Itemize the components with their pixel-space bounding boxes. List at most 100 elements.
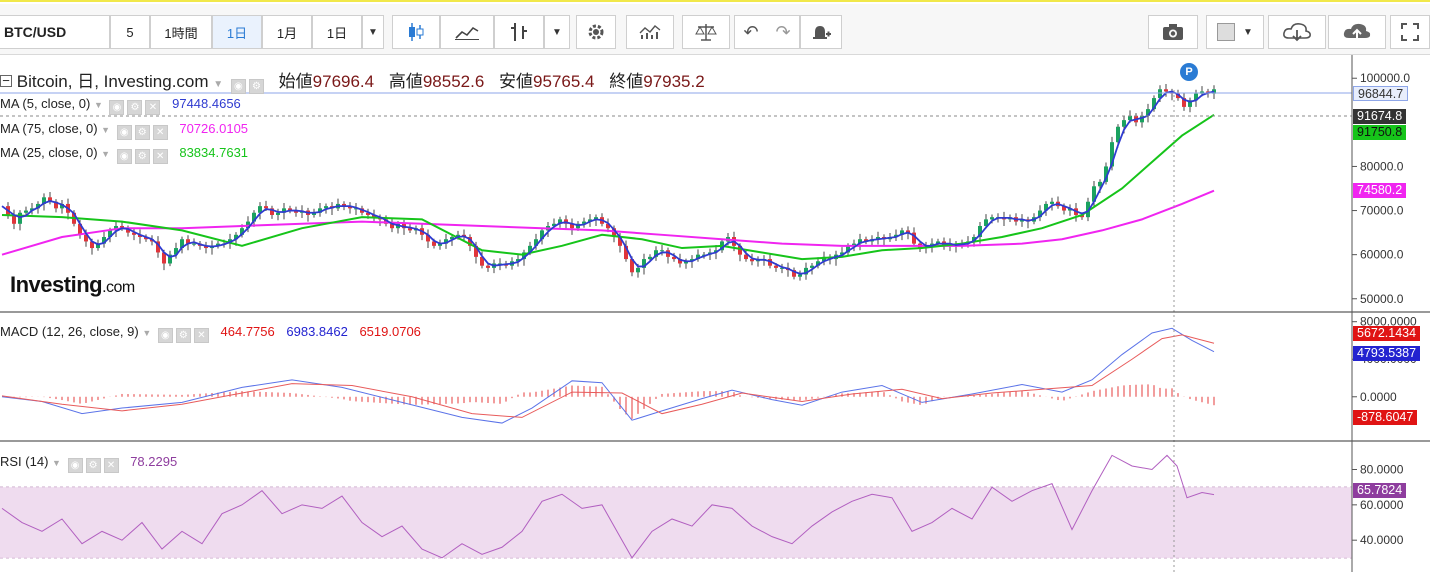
candle-body <box>1182 98 1186 107</box>
candle-body <box>108 230 112 238</box>
ma5-legend: MA (5, close, 0) ▼ ◉ ⚙ ✕ 97448.4656 <box>0 96 241 115</box>
eye-icon[interactable]: ◉ <box>67 458 83 473</box>
chevron-down-icon[interactable]: ▼ <box>101 125 111 135</box>
line-style-button[interactable] <box>440 15 494 49</box>
low-label: 安値 <box>499 72 534 91</box>
gear-icon[interactable]: ⚙ <box>175 328 191 343</box>
investing-logo: Investing.com <box>10 272 135 298</box>
gear-icon[interactable]: ⚙ <box>127 100 143 115</box>
compare-button[interactable] <box>682 15 730 49</box>
candle-body <box>1086 201 1090 218</box>
layout-button[interactable]: ▼ <box>1206 15 1264 49</box>
eye-icon[interactable]: ◉ <box>157 328 173 343</box>
interval-dropdown-button[interactable]: ▼ <box>362 15 384 49</box>
chevron-down-icon: ▼ <box>368 26 378 38</box>
candle-body <box>426 234 430 242</box>
candle-body <box>984 219 988 226</box>
candle-body <box>1164 89 1168 92</box>
candle-body <box>780 267 784 269</box>
candle-body <box>132 232 136 235</box>
candle-body <box>1176 93 1180 99</box>
rsi-tick-label: 40.0000 <box>1360 533 1404 547</box>
settings-button[interactable] <box>576 15 616 49</box>
rsi-value: 78.2295 <box>130 454 178 469</box>
gear-icon[interactable]: ⚙ <box>85 458 101 473</box>
indicators-button[interactable] <box>626 15 674 49</box>
symbol-field[interactable]: BTC/USD <box>0 15 110 49</box>
candle-style-button[interactable] <box>392 15 440 49</box>
close-icon[interactable]: ✕ <box>152 125 168 140</box>
candle-body <box>1038 210 1042 218</box>
redo-icon[interactable]: ↷ <box>775 21 791 42</box>
last-price-tag: 96844.7 <box>1353 86 1409 101</box>
collapse-icon[interactable]: − <box>0 74 12 87</box>
candle-body <box>990 217 994 220</box>
close-icon[interactable]: ✕ <box>152 149 168 164</box>
chevron-down-icon[interactable]: ▼ <box>52 458 61 468</box>
price-marker-badge[interactable]: P <box>1180 63 1198 81</box>
candle-body <box>1140 115 1144 123</box>
price-tick-label: 80000.0 <box>1360 159 1404 173</box>
cloud-download-button[interactable] <box>1268 15 1326 49</box>
screenshot-button[interactable] <box>1148 15 1198 49</box>
gear-icon[interactable]: ⚙ <box>134 125 150 140</box>
chevron-down-icon[interactable]: ▼ <box>213 79 224 90</box>
candle-body <box>690 259 694 262</box>
eye-icon[interactable]: ◉ <box>116 125 132 140</box>
candle-body <box>1104 166 1108 182</box>
candle-body <box>342 203 346 207</box>
chevron-down-icon[interactable]: ▼ <box>142 328 152 338</box>
candle-body <box>750 259 754 262</box>
interval-1h[interactable]: 1時間 <box>150 15 212 49</box>
bar-style-button[interactable] <box>494 15 544 49</box>
eye-icon[interactable]: ◉ <box>230 79 246 94</box>
close-icon[interactable]: ✕ <box>193 328 209 343</box>
candle-body <box>696 254 700 260</box>
interval-1month[interactable]: 1月 <box>262 15 312 49</box>
candle-body <box>522 252 526 260</box>
gear-icon[interactable]: ⚙ <box>248 79 264 94</box>
candle-body <box>1158 89 1162 99</box>
undo-icon[interactable]: ↶ <box>743 21 759 42</box>
cloud-upload-button[interactable] <box>1328 15 1386 49</box>
gear-icon[interactable]: ⚙ <box>134 149 150 164</box>
macd-value: 6983.8462 <box>286 324 348 339</box>
candle-body <box>636 267 640 273</box>
candle-body <box>1068 208 1072 211</box>
close-icon[interactable]: ✕ <box>103 458 119 473</box>
candle-body <box>1080 214 1084 218</box>
fullscreen-button[interactable] <box>1390 15 1430 49</box>
candle-body <box>768 259 772 266</box>
candle-body <box>1092 186 1096 202</box>
macd-tag-b: 4793.5387 <box>1353 346 1421 361</box>
candle-body <box>552 223 556 226</box>
candle-body <box>60 203 64 209</box>
interval-dropdown-value[interactable]: 1日 <box>312 15 362 49</box>
chart-area[interactable]: 50000.0 60000.0 70000.0 80000.0 100000.0 8000… <box>0 55 1430 572</box>
high-value: 98552.6 <box>422 72 485 91</box>
interval-5m[interactable]: 5 <box>110 15 150 49</box>
candle-body <box>642 259 646 268</box>
close-icon[interactable]: ✕ <box>145 100 161 115</box>
square-icon <box>1217 23 1236 41</box>
candle-body <box>912 232 916 244</box>
chevron-down-icon[interactable]: ▼ <box>93 100 103 110</box>
candle-body <box>318 208 322 213</box>
style-dropdown-button[interactable]: ▼ <box>544 15 570 49</box>
candle-body <box>1188 100 1192 107</box>
chevron-down-icon: ▼ <box>552 26 562 38</box>
candle-body <box>348 206 352 209</box>
high-label: 高値 <box>388 72 423 91</box>
candle-body <box>450 237 454 240</box>
alert-button[interactable] <box>800 15 842 49</box>
candle-body <box>324 206 328 209</box>
ma75-value: 70726.0105 <box>179 121 249 136</box>
ma25-legend: MA (25, close, 0) ▼ ◉ ⚙ ✕ 83834.7631 <box>0 145 248 164</box>
chevron-down-icon[interactable]: ▼ <box>101 149 111 159</box>
candle-body <box>744 254 748 260</box>
candle-body <box>168 254 172 264</box>
interval-1d[interactable]: 1日 <box>212 15 262 49</box>
eye-icon[interactable]: ◉ <box>109 100 125 115</box>
candle-body <box>252 212 256 222</box>
eye-icon[interactable]: ◉ <box>116 149 132 164</box>
